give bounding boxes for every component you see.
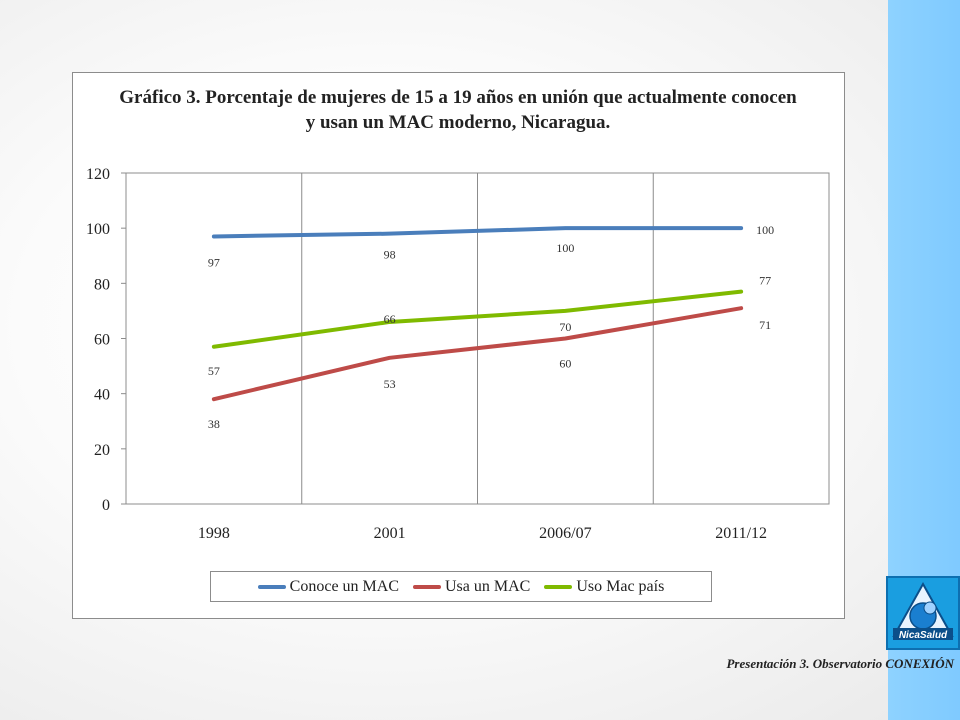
- legend-swatch: [413, 584, 441, 589]
- logo-text: NicaSalud: [899, 630, 948, 641]
- y-tick-label: 100: [86, 221, 110, 238]
- nicasalud-logo-icon: NicaSalud: [892, 581, 954, 641]
- legend-swatch: [544, 584, 573, 589]
- data-label: 98: [384, 248, 396, 262]
- data-label: 100: [756, 223, 774, 237]
- series-line-1: [211, 306, 744, 402]
- data-label: 57: [208, 364, 220, 378]
- data-label: 100: [556, 241, 574, 255]
- line-chart: 0 20 40 60 80 100 120 1998 2001 2006/07 2011/12 97 9…: [86, 166, 830, 542]
- series-line-2: [211, 289, 744, 349]
- data-label: 66: [384, 312, 396, 326]
- y-tick-label: 80: [94, 276, 110, 293]
- y-tick-label: 0: [102, 497, 110, 514]
- legend-label: Uso Mac país: [576, 577, 665, 595]
- y-tick-label: 60: [94, 332, 110, 349]
- data-label: 60: [559, 357, 571, 371]
- data-label: 70: [559, 320, 571, 334]
- chart-frame: Gráfico 3. Porcentaje de mujeres de 15 a…: [72, 72, 845, 619]
- legend-item: Uso Mac país: [544, 578, 664, 596]
- y-tick-label: 120: [86, 166, 110, 183]
- data-label: 53: [384, 377, 396, 391]
- legend-item: Usa un MAC: [413, 578, 530, 596]
- chart-legend: Conoce un MAC Usa un MAC Uso Mac país: [210, 571, 712, 602]
- legend-label: Conoce un MAC: [289, 577, 399, 595]
- legend-swatch: [257, 584, 286, 589]
- x-tick-label: 1998: [198, 525, 230, 542]
- y-tick-label: 40: [94, 387, 110, 404]
- series-line-0: [211, 226, 744, 239]
- x-tick-label: 2011/12: [715, 525, 767, 542]
- data-label: 77: [759, 274, 771, 288]
- x-tick-label: 2001: [374, 525, 406, 542]
- legend-item: Conoce un MAC: [257, 577, 399, 596]
- chart-title: Gráfico 3. Porcentaje de mujeres de 15 a…: [119, 87, 797, 133]
- data-label: 71: [759, 318, 771, 332]
- legend-label: Usa un MAC: [445, 577, 531, 595]
- y-tick-label: 20: [94, 442, 110, 459]
- nicasalud-logo: NicaSalud: [886, 576, 960, 650]
- footer-caption: Presentación 3. Observatorio CONEXIÓN: [726, 656, 954, 671]
- x-tick-label: 2006/07: [539, 525, 591, 542]
- data-label: 38: [208, 417, 220, 431]
- data-label: 97: [208, 255, 220, 269]
